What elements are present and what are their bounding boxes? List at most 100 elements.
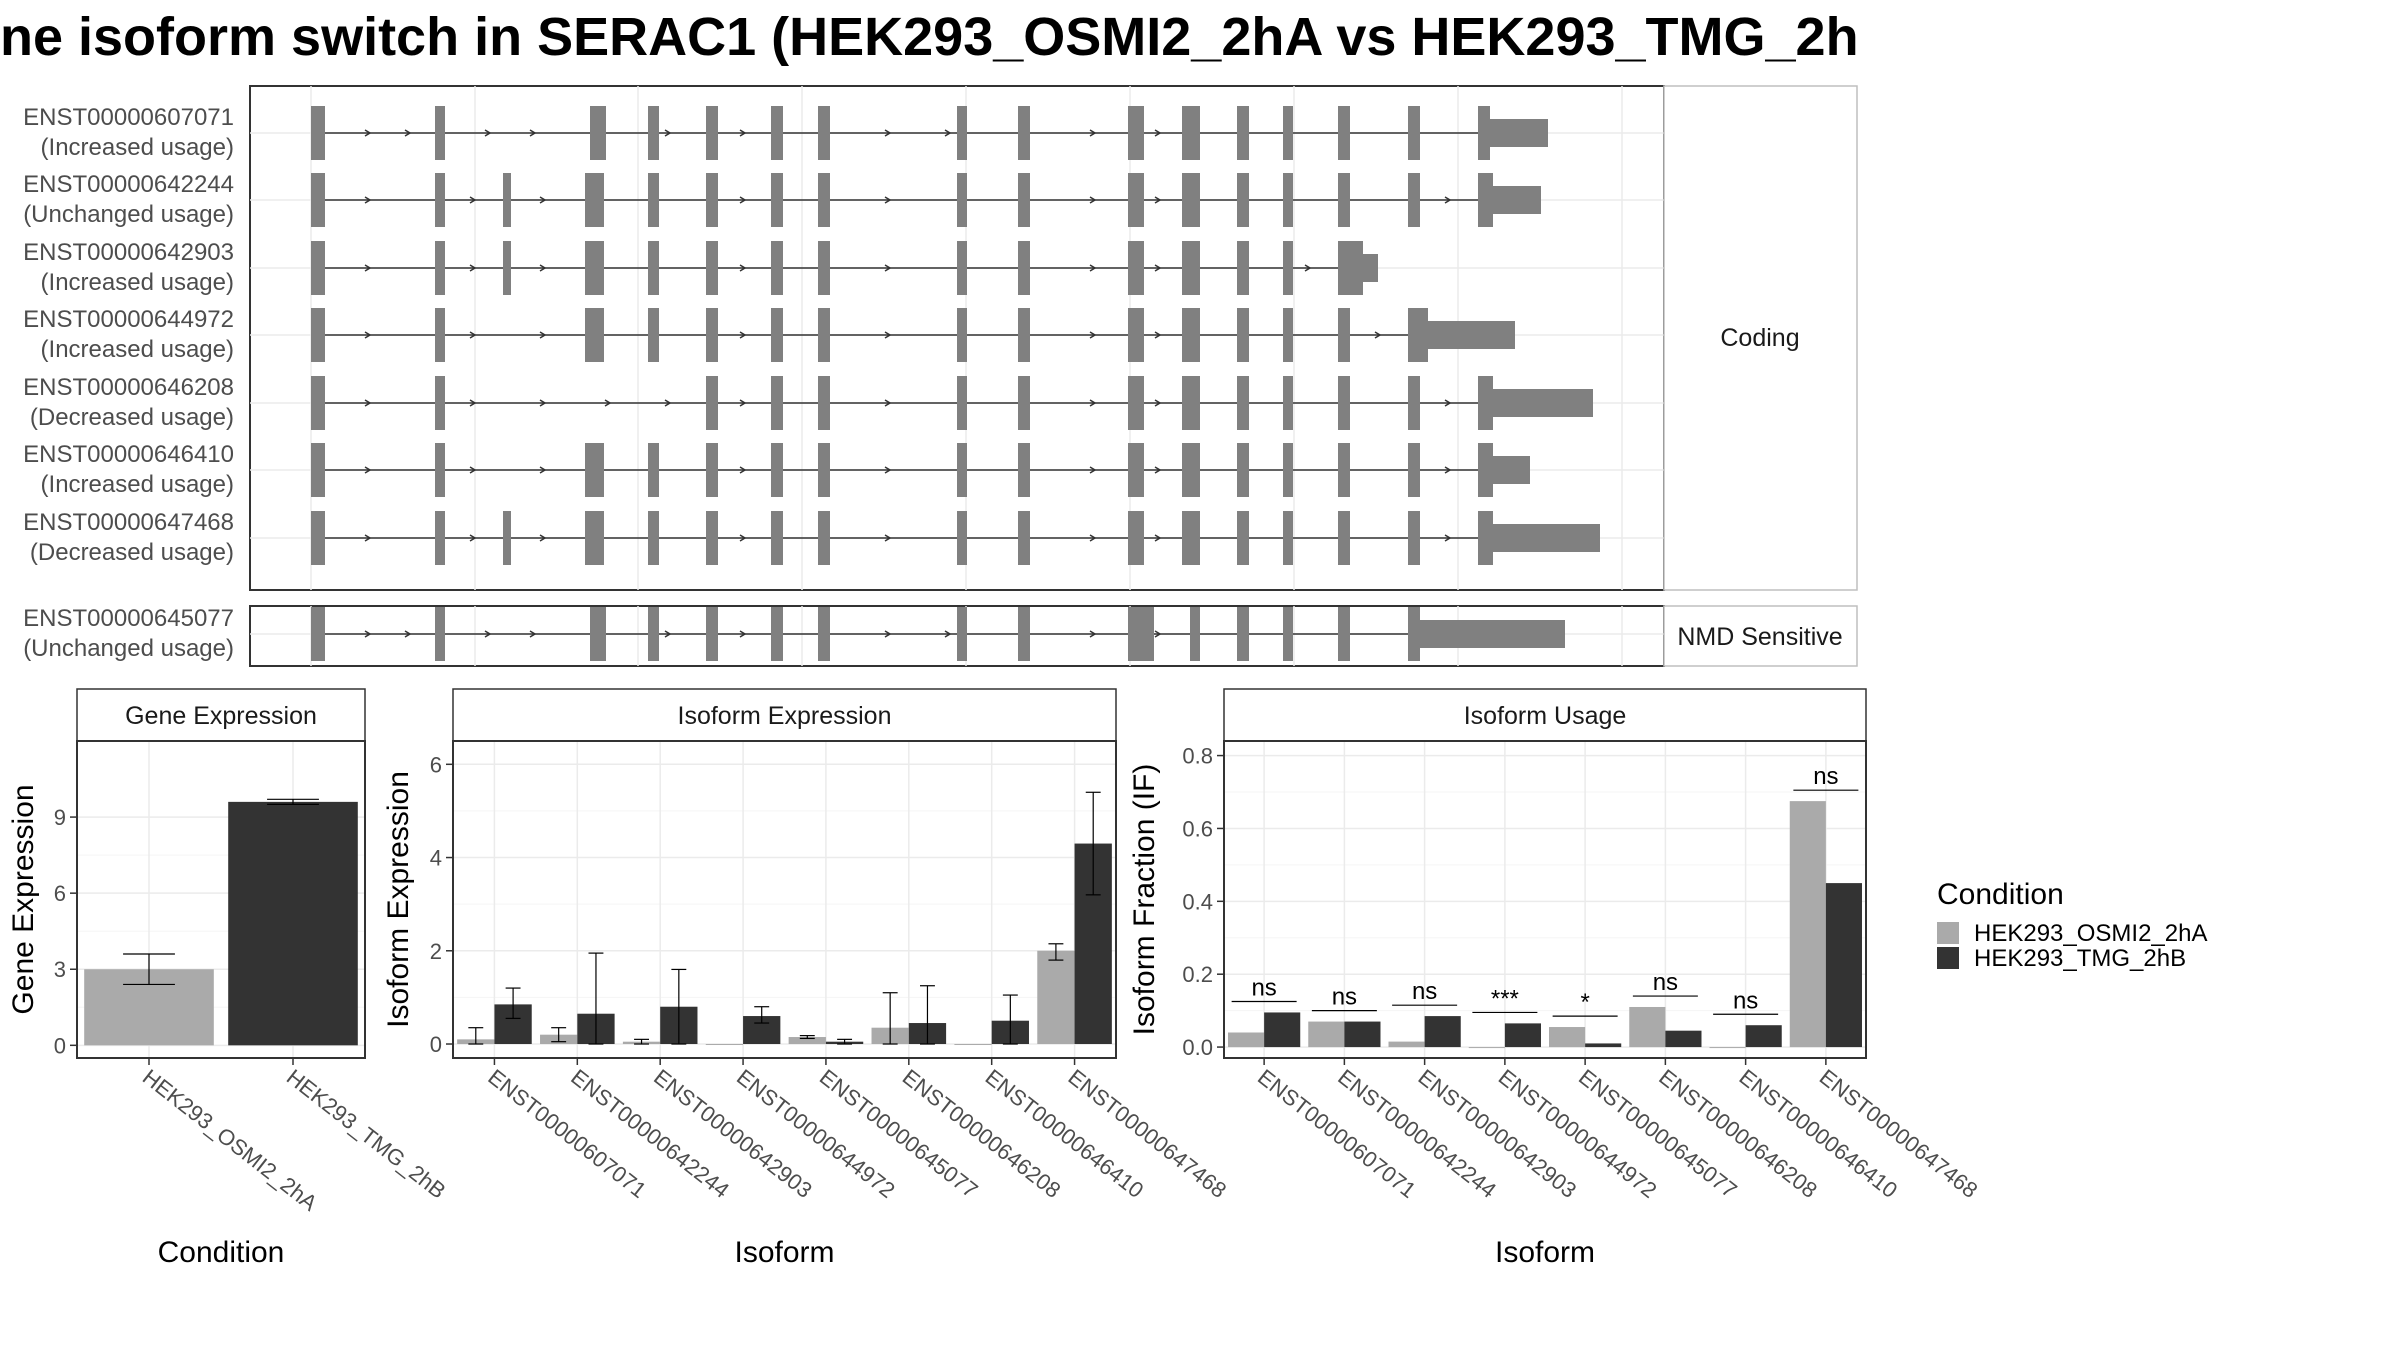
exon: [585, 241, 604, 295]
exon: [648, 443, 659, 497]
strand-arrow: [404, 129, 412, 137]
bar: [1789, 801, 1826, 1048]
exon: [1338, 106, 1350, 160]
isoform-usage-x-title: Isoform: [1495, 1236, 1595, 1269]
strand-arrow: [364, 331, 372, 339]
isoform-expression-strip: [452, 688, 1117, 742]
strand-arrow: [539, 196, 547, 204]
strand-arrow: [884, 466, 892, 474]
exon: [1018, 376, 1030, 430]
isoform-id-label: ENST00000642903: [23, 239, 234, 266]
isoform-id-label: ENST00000642244: [23, 171, 234, 198]
exon: [435, 376, 445, 430]
isoform-usage-panel: Isoform Usage0.00.20.40.60.8ENST00000607…: [1128, 688, 1982, 1269]
bar: [1388, 1041, 1425, 1048]
exon: [771, 607, 783, 661]
bar: [705, 1044, 744, 1046]
strand-arrow: [364, 264, 372, 272]
exon: [1128, 443, 1144, 497]
strand-arrow: [1154, 196, 1162, 204]
exon: [1408, 443, 1420, 497]
strand-arrow: [469, 534, 477, 542]
exon: [957, 376, 967, 430]
exon: [1338, 607, 1350, 661]
significance-label: *: [1580, 989, 1589, 1016]
strand-arrow: [739, 264, 747, 272]
exon: [957, 173, 967, 227]
exon: [818, 511, 830, 565]
strand-arrow: [884, 331, 892, 339]
strand-arrow: [1154, 399, 1162, 407]
strand-arrow: [1154, 129, 1162, 137]
exon: [957, 607, 967, 661]
significance-label: ns: [1813, 763, 1838, 790]
strand-arrow: [664, 630, 672, 638]
strand-arrow: [1089, 264, 1097, 272]
exon: [1128, 308, 1144, 362]
bar: [1308, 1021, 1345, 1048]
strand-arrow: [1089, 534, 1097, 542]
strand-arrow: [1089, 331, 1097, 339]
exon: [1478, 511, 1493, 565]
significance-label: ***: [1491, 985, 1519, 1012]
bar: [1549, 1027, 1586, 1048]
strand-arrow: [739, 399, 747, 407]
strand-arrow: [944, 129, 952, 137]
strand-arrow: [364, 399, 372, 407]
strand-arrow: [739, 129, 747, 137]
x-tick-label: HEK293_TMG_2hB: [282, 1064, 451, 1203]
exon: [1493, 456, 1530, 484]
exon: [818, 106, 830, 160]
exon: [1338, 308, 1350, 362]
exon: [1363, 254, 1378, 282]
isoform-id-label: ENST00000646208: [23, 374, 234, 401]
exon: [1018, 308, 1030, 362]
y-tick-label: 2: [430, 939, 442, 964]
exon: [1408, 173, 1420, 227]
y-tick-label: 0.4: [1182, 889, 1213, 914]
exon: [706, 607, 718, 661]
strand-arrow: [1089, 466, 1097, 474]
strand-arrow: [884, 129, 892, 137]
bar: [1585, 1043, 1622, 1048]
strand-arrow: [739, 196, 747, 204]
exon: [311, 241, 325, 295]
exon: [957, 106, 967, 160]
exon: [1237, 173, 1249, 227]
exon: [1283, 241, 1293, 295]
exon: [311, 511, 325, 565]
bar: [1629, 1006, 1666, 1048]
strand-arrow: [739, 534, 747, 542]
strand-arrow: [469, 196, 477, 204]
exon: [1493, 186, 1541, 214]
isoform-usage-label: (Decreased usage): [30, 539, 234, 566]
exon: [1144, 607, 1154, 661]
isoform-usage-label: (Increased usage): [41, 471, 234, 498]
strand-arrow: [1154, 630, 1162, 638]
strand-arrow: [404, 630, 412, 638]
exon: [1018, 106, 1030, 160]
exon: [1182, 443, 1200, 497]
exon: [435, 106, 445, 160]
isoform-usage-label: (Unchanged usage): [23, 635, 234, 662]
y-tick-label: 0.8: [1182, 744, 1213, 769]
exon: [1478, 443, 1493, 497]
strand-arrow: [364, 630, 372, 638]
exon: [648, 308, 659, 362]
isoform-id-label: ENST00000644972: [23, 306, 234, 333]
y-tick-label: 6: [430, 752, 442, 777]
isoform-usage-strip-title: Isoform Usage: [1464, 702, 1627, 730]
exon: [1415, 620, 1565, 648]
bar: [228, 801, 358, 1046]
exon: [771, 376, 783, 430]
exon: [1283, 308, 1293, 362]
exon: [818, 607, 830, 661]
exon: [585, 173, 604, 227]
exon: [706, 443, 718, 497]
gene-expression-frame: [76, 740, 366, 1059]
strand-arrow: [1089, 129, 1097, 137]
strip-label-coding: Coding: [1720, 324, 1799, 352]
strand-arrow: [739, 331, 747, 339]
strand-arrow: [1089, 630, 1097, 638]
